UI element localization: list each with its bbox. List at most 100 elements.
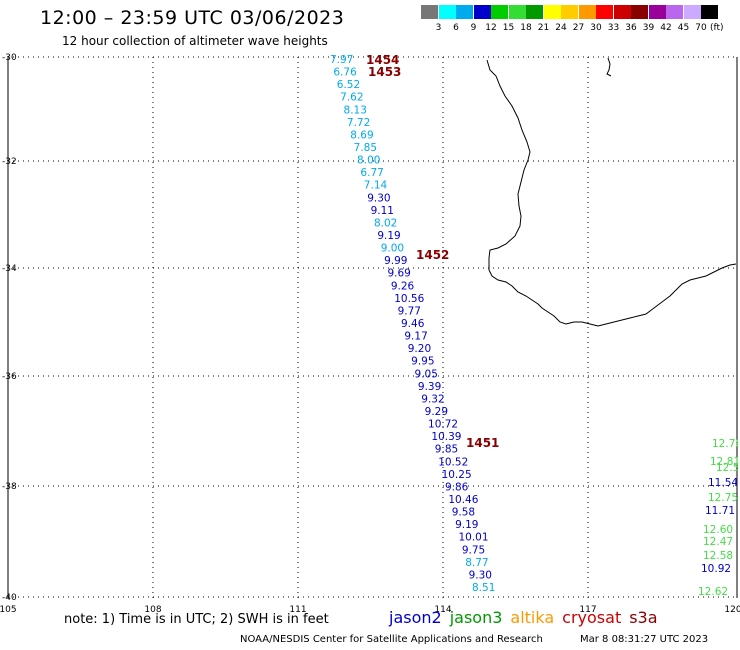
- swh-value: 11.71: [705, 505, 735, 517]
- swh-value: 9.05: [415, 368, 438, 380]
- color-scale-tick: 24: [555, 23, 567, 33]
- color-swatch: [578, 5, 596, 19]
- color-scale-tick: 45: [677, 23, 690, 33]
- swh-value: 9.19: [377, 230, 400, 242]
- swh-value: 12.62: [698, 586, 728, 598]
- swh-value: 9.86: [445, 481, 469, 493]
- color-swatch: [613, 5, 631, 19]
- color-scale-tick: 30: [590, 23, 602, 33]
- color-swatch: [473, 5, 491, 19]
- color-swatch: [421, 5, 438, 19]
- swh-value: 7.62: [340, 92, 363, 104]
- lat-tick-label: -32: [2, 157, 17, 167]
- color-swatch: [683, 5, 701, 19]
- lon-tick-label: 120: [724, 605, 740, 615]
- swh-value: 8.00: [357, 155, 380, 167]
- legend-entry-s3a: s3a: [629, 608, 658, 627]
- color-scale-tick: 18: [520, 23, 532, 33]
- swh-value: 10.56: [394, 293, 424, 305]
- swh-value: 7.14: [364, 180, 388, 192]
- lon-tick-label: 108: [144, 605, 161, 615]
- color-swatch: [456, 5, 473, 19]
- swh-value: 12.53: [716, 462, 740, 474]
- color-swatch: [701, 5, 718, 19]
- swh-value: 9.29: [425, 406, 448, 418]
- coastline-australia: [486, 57, 737, 327]
- lat-tick-label: -34: [2, 264, 17, 274]
- color-scale-tick: 27: [572, 23, 585, 33]
- color-swatch: [561, 5, 578, 19]
- legend-entry-jason2: jason2: [389, 608, 442, 627]
- swh-value: 9.58: [452, 507, 475, 519]
- color-scale-tick: 70: [695, 23, 707, 33]
- swh-value: 11.54: [708, 477, 738, 489]
- swh-value: 10.72: [428, 419, 458, 431]
- swh-value: 12.75: [708, 492, 738, 504]
- swh-value: 9.19: [455, 519, 478, 531]
- swh-value: 9.39: [418, 381, 441, 393]
- pass-time-label: 1454: [366, 53, 399, 67]
- swh-value: 12.81: [710, 456, 740, 468]
- footer-date: Mar 8 08:31:27 UTC 2023: [580, 634, 709, 645]
- swh-value: 8.69: [350, 129, 373, 141]
- map-grid: [8, 56, 737, 598]
- color-swatch: [543, 5, 561, 19]
- swh-value: 6.76: [333, 67, 357, 79]
- lon-tick-label: 117: [579, 605, 596, 615]
- color-swatch: [596, 5, 613, 19]
- swh-value: 12.60: [703, 524, 733, 536]
- swh-value: 8.77: [465, 557, 488, 569]
- color-scale-tick: 3: [435, 23, 442, 33]
- color-scale-tick: 36: [625, 23, 637, 33]
- map-frame: [7, 57, 738, 598]
- swh-value: 12.78: [712, 438, 740, 450]
- color-scale-tick: 15: [502, 23, 515, 33]
- lat-tick-label: -36: [2, 372, 17, 382]
- footer-credit: NOAA/NESDIS Center for Satellite Applica…: [240, 634, 543, 645]
- page-title: 12:00 – 23:59 UTC 03/06/2023: [40, 7, 345, 29]
- swh-value: 8.13: [344, 104, 367, 116]
- page-subtitle: 12 hour collection of altimeter wave hei…: [62, 34, 328, 48]
- color-swatch: [648, 5, 666, 19]
- swh-value: 10.92: [701, 563, 731, 575]
- swh-value: 9.32: [421, 393, 444, 405]
- swh-value: 9.99: [384, 255, 407, 267]
- swh-value: 9.46: [401, 318, 425, 330]
- color-swatch: [508, 5, 526, 19]
- swh-value: 8.51: [472, 582, 495, 594]
- color-swatch: [526, 5, 543, 19]
- swh-value: 9.26: [391, 280, 415, 292]
- swh-value: 12.58: [703, 550, 733, 562]
- pass-time-label: 1453: [368, 65, 401, 79]
- satellite-tracks: 7.976.766.527.628.137.728.697.858.006.77…: [330, 50, 740, 610]
- color-scale-tick: 9: [470, 23, 477, 33]
- swh-value: 7.85: [354, 142, 377, 154]
- lat-tick-label: -30: [2, 53, 17, 63]
- swh-value: 7.97: [330, 54, 353, 66]
- pass-time-label: 1452: [416, 248, 449, 262]
- swh-value: 9.11: [371, 205, 394, 217]
- color-scale-tick: 33: [607, 23, 620, 33]
- pass-time-label: 1451: [466, 436, 499, 450]
- swh-value: 7.72: [347, 117, 370, 129]
- color-scale-tick: 21: [537, 23, 550, 33]
- lon-tick-label: 114: [434, 605, 451, 615]
- color-scale-tick: 6: [453, 23, 459, 33]
- color-scale-tick: 12: [485, 23, 497, 33]
- swh-value: 10.46: [448, 494, 478, 506]
- color-swatch: [631, 5, 648, 19]
- color-swatch: [666, 5, 683, 19]
- swh-value: 6.52: [337, 79, 360, 91]
- color-scale-tick: 42: [660, 23, 672, 33]
- swh-value: 9.75: [462, 544, 485, 556]
- axis-labels: 105 108 111 114 117 120 -30 -32 -34 -36 -38 -40: [0, 53, 740, 615]
- footer-note: note: 1) Time is in UTC; 2) SWH is in fe…: [64, 612, 329, 627]
- lat-tick-label: -40: [2, 593, 17, 603]
- swh-value: 12.47: [703, 536, 733, 548]
- swh-value: 10.39: [431, 431, 461, 443]
- color-swatch: [438, 5, 456, 19]
- satellite-legend: jason2 jason3 altika cryosat s3a: [389, 608, 666, 627]
- swh-value: 10.25: [442, 469, 472, 481]
- legend-entry-altika: altika: [510, 608, 555, 627]
